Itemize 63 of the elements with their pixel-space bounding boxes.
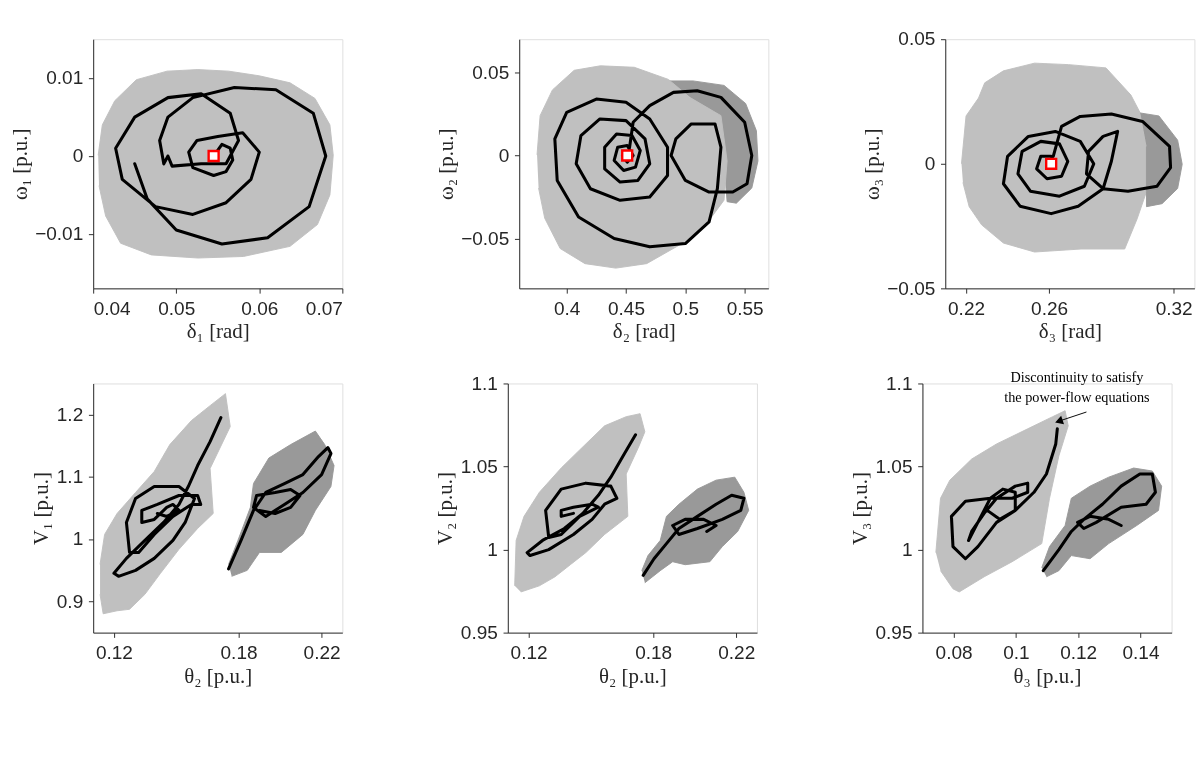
y-tick-label: 0.9 xyxy=(56,590,84,612)
line-series xyxy=(112,416,223,578)
y-tick-label: 0.01 xyxy=(46,67,84,89)
y-tick-label: 1.1 xyxy=(56,466,84,488)
x-tick-label: 0.18 xyxy=(220,641,258,663)
y-tick-label: 1.05 xyxy=(875,455,913,477)
x-axis-title: δ₁ [rad] xyxy=(186,319,250,344)
x-tick-label: 0.07 xyxy=(305,297,343,319)
y-tick-label: −0.05 xyxy=(461,227,510,249)
x-tick-label: 0.12 xyxy=(95,641,133,663)
line-series xyxy=(1001,112,1173,216)
y-tick-label: −0.01 xyxy=(35,223,84,245)
line-series xyxy=(553,89,754,249)
y-tick-label: 0 xyxy=(72,145,84,167)
x-tick-label: 0.04 xyxy=(93,297,132,319)
y-tick-label: 0.05 xyxy=(898,28,936,50)
y-tick-label: 0.95 xyxy=(460,621,498,643)
y-axis-title: V₃ [p.u.] xyxy=(847,472,872,545)
x-tick-label: 0.45 xyxy=(608,297,645,319)
y-tick-label: 1.1 xyxy=(471,372,498,394)
y-tick-label: 0.05 xyxy=(472,61,510,83)
x-tick-label: 0.12 xyxy=(1060,641,1098,663)
y-tick-label: 0.95 xyxy=(875,621,913,643)
y-tick-label: 1.1 xyxy=(886,372,913,394)
x-axis-title: θ₂ [p.u.] xyxy=(598,663,667,688)
x-axis-title: δ₂ [rad] xyxy=(612,319,676,344)
x-tick-label: 0.12 xyxy=(510,641,548,663)
x-tick-label: 0.26 xyxy=(1031,297,1069,319)
y-tick-label: 1 xyxy=(72,528,84,550)
line-series xyxy=(949,427,1059,561)
y-axis-title: ω₁ [p.u.] xyxy=(7,128,32,201)
x-tick-label: 0.22 xyxy=(948,297,986,319)
y-axis-title: V₂ [p.u.] xyxy=(433,472,458,545)
x-tick-label: 0.14 xyxy=(1122,641,1160,663)
x-tick-label: 0.08 xyxy=(935,641,973,663)
line-series xyxy=(114,85,328,246)
y-tick-label: 1.05 xyxy=(460,455,498,477)
x-axis-title: θ₃ [p.u.] xyxy=(1013,663,1082,688)
x-tick-label: 0.5 xyxy=(672,297,700,319)
y-tick-label: 0 xyxy=(924,152,936,174)
line-series xyxy=(227,446,333,571)
x-tick-label: 0.22 xyxy=(718,641,756,663)
x-tick-label: 0.4 xyxy=(553,297,581,319)
y-tick-label: 1 xyxy=(901,538,913,560)
x-tick-label: 0.55 xyxy=(726,297,764,319)
x-tick-label: 0.18 xyxy=(635,641,673,663)
y-axis-title: ω₃ [p.u.] xyxy=(859,128,884,201)
x-tick-label: 0.32 xyxy=(1155,297,1193,319)
x-tick-label: 0.22 xyxy=(303,641,341,663)
x-axis-title: θ₂ [p.u.] xyxy=(184,663,253,688)
line-series xyxy=(525,433,638,558)
y-tick-label: 1.2 xyxy=(56,403,84,425)
y-axis-title: ω₂ [p.u.] xyxy=(433,128,458,201)
y-axis-title: V₁ [p.u.] xyxy=(29,472,54,545)
y-tick-label: −0.05 xyxy=(887,277,936,299)
y-tick-label: 0 xyxy=(498,144,510,166)
x-tick-label: 0.1 xyxy=(1003,641,1030,663)
x-tick-label: 0.06 xyxy=(241,297,279,319)
x-axis-title: δ₃ [rad] xyxy=(1038,319,1102,344)
line-series xyxy=(641,493,746,577)
y-tick-label: 1 xyxy=(487,538,498,560)
x-tick-label: 0.05 xyxy=(158,297,196,319)
annotation: Discontinuity to satisfy the power-flow equations xyxy=(1004,368,1151,405)
